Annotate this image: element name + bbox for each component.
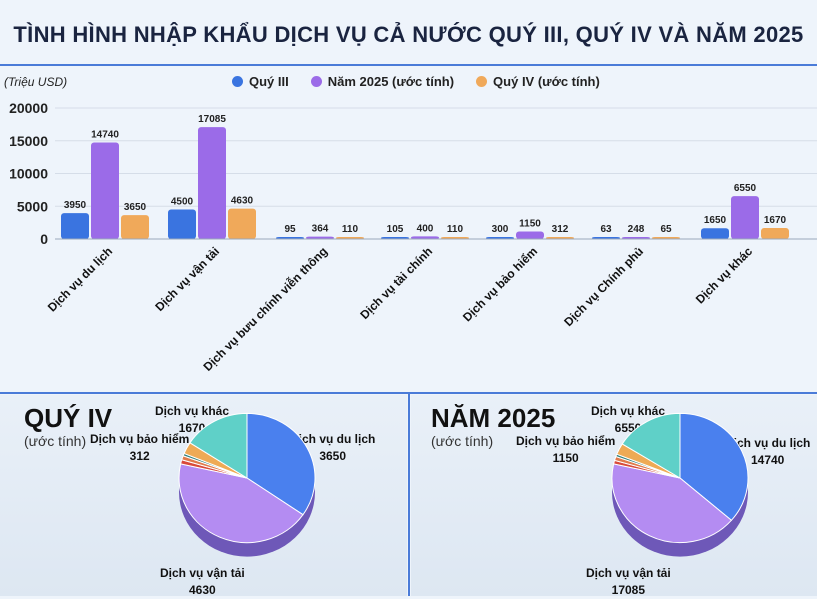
pie-slice xyxy=(246,412,316,516)
legend-item: Năm 2025 (ước tính) xyxy=(310,74,455,89)
pie-label: Dịch vụ bảo hiểm 1150 xyxy=(516,434,616,465)
pie-label: Dịch vụ vận tải 4630 xyxy=(160,566,245,597)
data-label: 95 xyxy=(284,224,296,235)
data-label: 1650 xyxy=(704,215,727,226)
x-tick-label: Dịch vụ Chính phủ xyxy=(561,244,646,329)
pie-subtitle: (ước tính) xyxy=(431,433,494,449)
data-label: 63 xyxy=(600,224,612,235)
pie-label: Dịch vụ khác 1670 xyxy=(155,404,230,435)
pie-title: QUÝ IV xyxy=(24,403,113,433)
divider xyxy=(0,64,817,66)
x-tick-label: Dịch vụ bảo hiểm xyxy=(460,244,540,324)
pie-slice xyxy=(178,463,304,544)
legend-item: Quý IV (ước tính) xyxy=(476,74,600,89)
x-tick-label: Dịch vụ khác xyxy=(693,244,755,306)
pie-title: NĂM 2025 xyxy=(431,403,556,433)
y-tick-label: 15000 xyxy=(9,133,48,149)
bar xyxy=(761,228,789,239)
divider xyxy=(0,392,817,394)
x-tick-label: Dịch vụ vận tải xyxy=(152,244,222,314)
data-label: 364 xyxy=(312,224,329,235)
y-tick-label: 0 xyxy=(40,231,48,247)
bar xyxy=(411,236,439,239)
data-label: 312 xyxy=(552,224,569,235)
y-tick-label: 20000 xyxy=(9,100,48,116)
pie-slice xyxy=(679,412,749,521)
pie-slice xyxy=(611,463,733,544)
data-label: 65 xyxy=(660,224,672,235)
pie-label: Dịch vụ du lịch 14740 xyxy=(725,436,811,467)
legend: Quý III Năm 2025 (ước tính) Quý IV (ước … xyxy=(232,74,600,89)
pie-label: Dịch vụ vận tải 17085 xyxy=(586,566,671,597)
data-label: 14740 xyxy=(91,129,119,140)
data-label: 1670 xyxy=(764,215,787,226)
pie-subtitle: (ước tính) xyxy=(24,433,87,449)
bar xyxy=(91,142,119,239)
data-label: 3650 xyxy=(124,202,147,213)
data-label: 110 xyxy=(447,224,464,235)
legend-label: Quý IV (ước tính) xyxy=(493,74,600,89)
legend-label: Năm 2025 (ước tính) xyxy=(327,74,455,89)
data-label: 17085 xyxy=(198,114,226,125)
data-label: 3950 xyxy=(64,200,87,211)
bar xyxy=(516,231,544,239)
divider xyxy=(408,393,410,596)
data-label: 110 xyxy=(342,224,359,235)
pie-label: Dịch vụ bảo hiểm 312 xyxy=(90,432,190,463)
data-label: 248 xyxy=(628,224,645,235)
bar xyxy=(546,236,574,239)
data-label: 1150 xyxy=(519,218,541,229)
pie-slice xyxy=(189,412,248,479)
legend-label: Quý III xyxy=(249,74,289,89)
data-label: 4630 xyxy=(231,196,254,207)
x-tick-label: Dịch vụ tài chính xyxy=(357,244,435,322)
y-axis-unit: (Triệu USD) xyxy=(4,75,68,89)
bar xyxy=(61,213,89,239)
bar xyxy=(731,196,759,239)
pie-slice xyxy=(621,412,681,479)
y-tick-label: 5000 xyxy=(17,198,48,214)
data-label: 300 xyxy=(492,224,509,235)
bar xyxy=(228,208,256,239)
bar xyxy=(168,209,196,239)
data-label: 4500 xyxy=(171,197,194,208)
legend-dot-icon xyxy=(232,76,243,87)
pie-label: Dịch vụ du lịch 3650 xyxy=(290,432,376,463)
legend-dot-icon xyxy=(310,76,322,87)
x-tick-label: Dịch vụ bưu chính viễn thông xyxy=(200,244,330,374)
legend-item: Quý III xyxy=(232,74,289,89)
y-tick-label: 10000 xyxy=(9,166,48,182)
bar xyxy=(701,228,729,239)
data-label: 6550 xyxy=(734,183,757,194)
data-label: 400 xyxy=(417,223,434,234)
legend-dot-icon xyxy=(476,76,488,87)
chart-title: TÌNH HÌNH NHẬP KHẨU DỊCH VỤ CẢ NƯỚC QUÝ … xyxy=(13,22,804,47)
x-tick-label: Dịch vụ du lịch xyxy=(45,244,115,314)
data-label: 105 xyxy=(387,224,404,235)
bar xyxy=(198,127,226,239)
bar xyxy=(306,236,334,239)
bar xyxy=(121,215,149,239)
